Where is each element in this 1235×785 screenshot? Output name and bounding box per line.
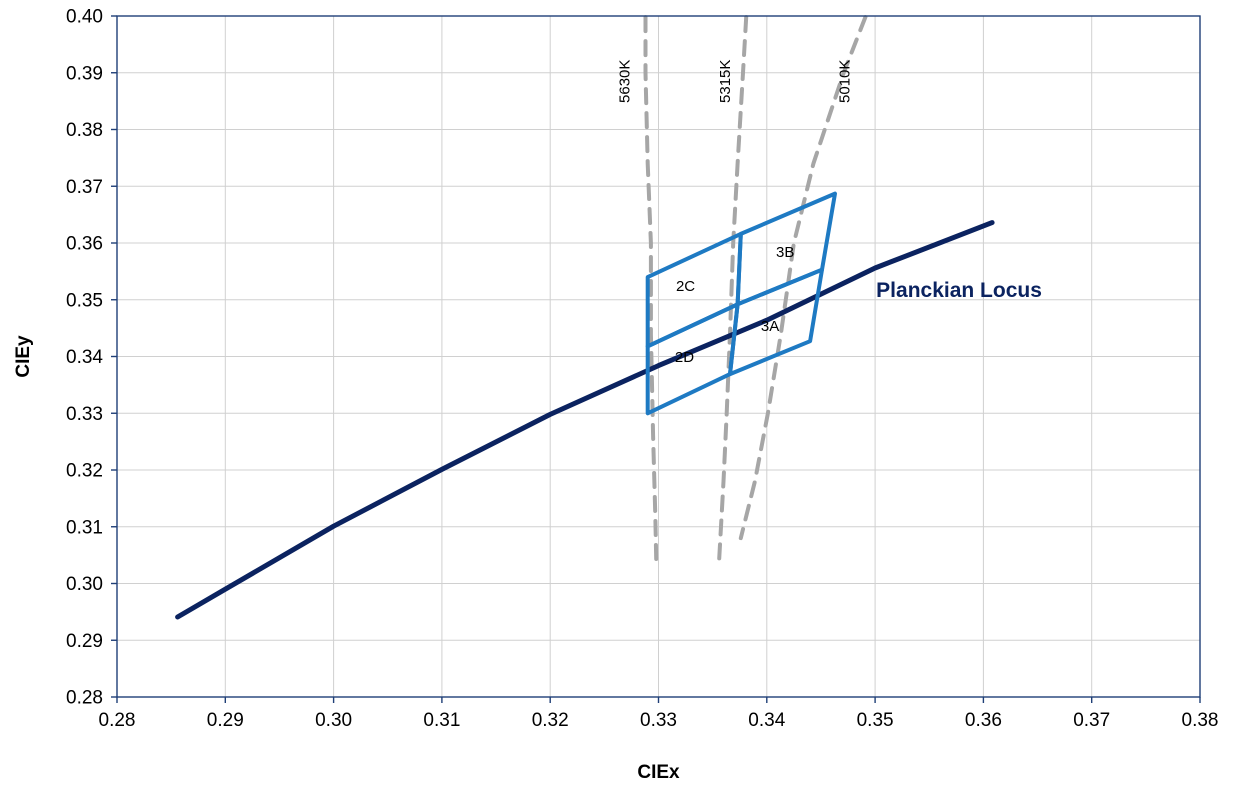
x-tick-label: 0.29 xyxy=(207,710,244,731)
x-tick-label: 0.36 xyxy=(965,710,1002,731)
x-tick-label: 0.37 xyxy=(1073,710,1110,731)
y-tick-label: 0.28 xyxy=(66,688,103,709)
cct-lines xyxy=(643,15,868,566)
x-tick-label: 0.32 xyxy=(532,710,569,731)
y-tick-label: 0.30 xyxy=(66,574,103,595)
x-tick-label: 0.28 xyxy=(99,710,136,731)
tick-labels: 0.28 0.29 0.30 0.31 0.32 0.33 0.34 0.35 0.36 0.37… xyxy=(66,7,1218,732)
y-tick-label: 0.38 xyxy=(66,120,103,141)
y-tick-label: 0.34 xyxy=(66,347,103,368)
bin-quadrangles xyxy=(645,191,837,416)
y-tick-label: 0.39 xyxy=(66,63,103,84)
bin-label: 3A xyxy=(761,318,779,335)
chart-labels: CIEx CIEy 5630K 5315K 5010K Planckian Locus 2C… xyxy=(13,60,1042,783)
cct-line xyxy=(738,15,868,541)
bin-label: 2C xyxy=(676,278,695,295)
cct-line xyxy=(643,15,659,566)
y-tick-label: 0.31 xyxy=(66,517,103,538)
bin-label: 3B xyxy=(776,244,794,261)
x-tick-label: 0.33 xyxy=(640,710,677,731)
x-tick-label: 0.38 xyxy=(1182,710,1219,731)
x-axis-title: CIEx xyxy=(637,762,680,783)
cct-label: 5630K xyxy=(617,60,634,103)
cct-label: 5315K xyxy=(717,60,734,103)
y-tick-label: 0.35 xyxy=(66,290,103,311)
y-tick-label: 0.36 xyxy=(66,234,103,255)
y-tick-label: 0.32 xyxy=(66,461,103,482)
y-tick-label: 0.40 xyxy=(66,7,103,28)
gridlines xyxy=(117,16,1200,697)
cct-label: 5010K xyxy=(836,60,853,103)
y-axis-title: CIEy xyxy=(13,335,34,378)
x-tick-label: 0.34 xyxy=(748,710,785,731)
x-tick-label: 0.35 xyxy=(857,710,894,731)
x-tick-label: 0.31 xyxy=(423,710,460,731)
y-tick-label: 0.37 xyxy=(66,177,103,198)
y-tick-label: 0.29 xyxy=(66,631,103,652)
planckian-locus-line xyxy=(175,220,995,620)
x-tick-label: 0.30 xyxy=(315,710,352,731)
series-lines xyxy=(175,220,995,620)
y-tick-label: 0.33 xyxy=(66,404,103,425)
bin-outline xyxy=(728,267,824,377)
bin-label: 2D xyxy=(675,349,694,366)
cct-line xyxy=(717,15,749,563)
series-label: Planckian Locus xyxy=(876,279,1042,302)
